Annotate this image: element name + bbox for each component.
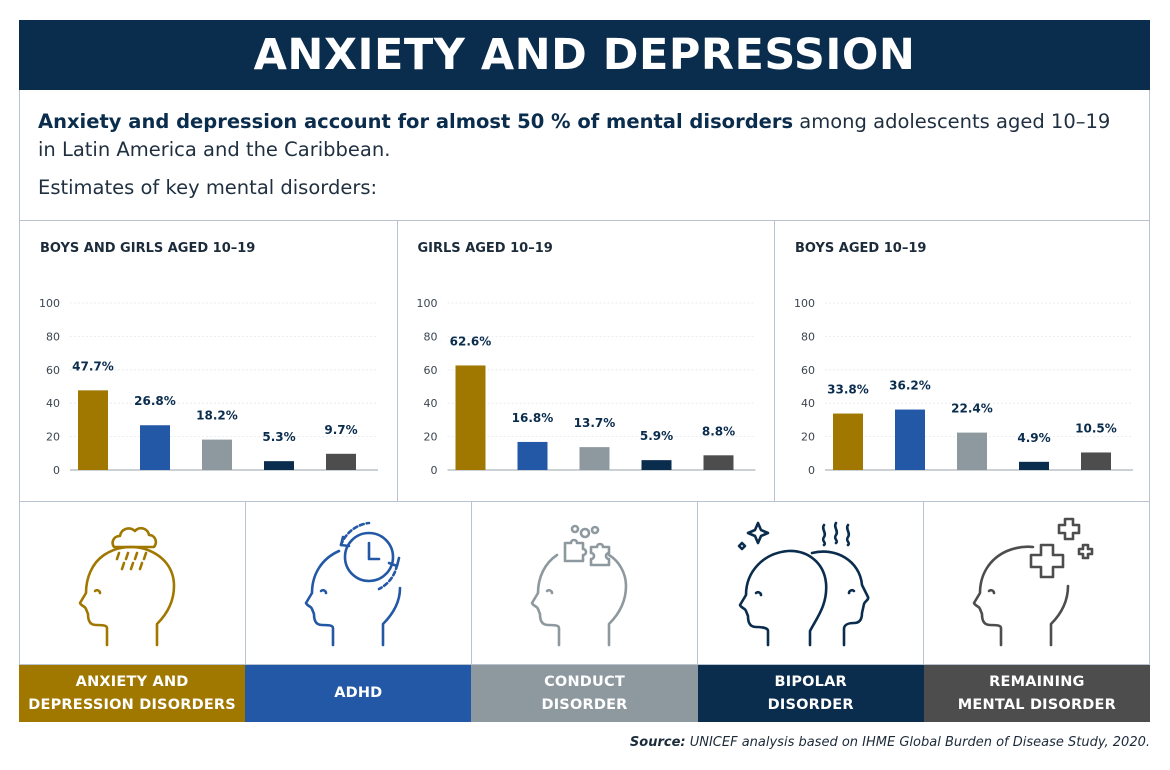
bar-value-label: 4.9% <box>1017 431 1050 445</box>
bar-value-label: 18.2% <box>196 409 238 423</box>
head-rain-cloud-icon <box>78 526 175 647</box>
y-tick-label: 20 <box>801 431 815 444</box>
y-tick-label: 60 <box>46 364 60 377</box>
bar <box>202 439 232 470</box>
bar <box>140 425 170 470</box>
head-medical-cross-icon <box>972 517 1093 647</box>
icon-cell-adhd <box>246 502 472 664</box>
head-puzzle-icon <box>530 524 627 647</box>
icons-row <box>19 501 1150 665</box>
legend-label-adhd: ADHD <box>245 665 472 722</box>
intro-text: Anxiety and depression account for almos… <box>38 108 1128 164</box>
bar-value-label: 8.8% <box>702 424 735 438</box>
icon-cell-conduct <box>472 502 698 664</box>
y-tick-label: 0 <box>53 464 60 477</box>
bar <box>833 413 863 470</box>
y-tick-label: 80 <box>424 330 438 343</box>
page-title: ANXIETY AND DEPRESSION <box>19 20 1150 90</box>
bar-value-label: 36.2% <box>889 379 931 393</box>
bar-value-label: 5.3% <box>262 430 295 444</box>
charts-row: BOYS AND GIRLS AGED 10–19 0 20 40 60 80 100 47.… <box>19 220 1150 501</box>
y-tick-label: 40 <box>801 397 815 410</box>
intro-bold-text: Anxiety and depression account for almos… <box>38 110 794 133</box>
bar <box>579 447 610 470</box>
source-text: UNICEF analysis based on IHME Global Bur… <box>685 735 1150 750</box>
icon-cell-bipolar <box>698 502 924 664</box>
intro-panel: Anxiety and depression account for almos… <box>19 90 1150 221</box>
bar <box>264 461 294 470</box>
bar <box>895 409 925 470</box>
bar-value-label: 13.7% <box>574 416 616 430</box>
y-tick-label: 100 <box>417 297 438 310</box>
legend-label-remaining: REMAINING MENTAL DISORDER <box>923 665 1151 722</box>
legend-label-anxiety: ANXIETY AND DEPRESSION DISORDERS <box>19 665 246 722</box>
y-tick-label: 40 <box>46 397 60 410</box>
source-note: Source: UNICEF analysis based on IHME Gl… <box>630 735 1150 750</box>
bar <box>1019 461 1049 470</box>
bar <box>641 460 672 470</box>
icon-cell-remaining <box>924 502 1149 664</box>
y-tick-label: 20 <box>424 431 438 444</box>
bar <box>517 441 548 470</box>
y-tick-label: 80 <box>801 330 815 343</box>
chart-divider <box>397 220 398 501</box>
y-tick-label: 20 <box>46 431 60 444</box>
y-tick-label: 0 <box>431 464 438 477</box>
y-tick-label: 100 <box>794 297 815 310</box>
intro-subheading: Estimates of key mental disorders: <box>38 176 378 199</box>
bar-value-label: 5.9% <box>640 429 673 443</box>
bar-value-label: 62.6% <box>450 334 492 348</box>
charts-svg: BOYS AND GIRLS AGED 10–19 0 20 40 60 80 100 47.… <box>39 241 1133 477</box>
chart-title: BOYS AGED 10–19 <box>795 241 926 256</box>
bar-value-label: 16.8% <box>512 411 554 425</box>
bar <box>78 390 108 470</box>
y-tick-label: 40 <box>424 397 438 410</box>
bar <box>455 365 486 470</box>
icon-cell-anxiety <box>20 502 246 664</box>
two-faces-icon <box>737 521 869 647</box>
chart-divider <box>774 220 775 501</box>
bar-value-label: 10.5% <box>1075 421 1117 435</box>
legend-label-conduct: CONDUCT DISORDER <box>471 665 698 722</box>
bar-value-label: 22.4% <box>951 402 993 416</box>
bar-value-label: 33.8% <box>827 383 869 397</box>
bar <box>326 453 356 470</box>
head-clock-icon <box>304 521 401 647</box>
y-tick-label: 80 <box>46 330 60 343</box>
y-tick-label: 0 <box>808 464 815 477</box>
bar <box>957 432 987 470</box>
bar <box>703 455 734 470</box>
y-tick-label: 100 <box>39 297 60 310</box>
chart-title: GIRLS AGED 10–19 <box>418 241 553 256</box>
source-label: Source: <box>629 735 686 750</box>
chart-title: BOYS AND GIRLS AGED 10–19 <box>40 241 255 256</box>
bar-value-label: 9.7% <box>324 423 357 437</box>
intro-rest-text: among adolescents aged 10–19 in Latin Am… <box>38 110 1111 161</box>
legend-labels-row: ANXIETY AND DEPRESSION DISORDERS ADHD CON… <box>19 665 1151 722</box>
bar <box>1081 452 1111 470</box>
bar-value-label: 26.8% <box>134 394 176 408</box>
y-tick-label: 60 <box>424 364 438 377</box>
y-tick-label: 60 <box>801 364 815 377</box>
legend-label-bipolar: BIPOLAR DISORDER <box>697 665 924 722</box>
bar-value-label: 47.7% <box>72 359 114 373</box>
